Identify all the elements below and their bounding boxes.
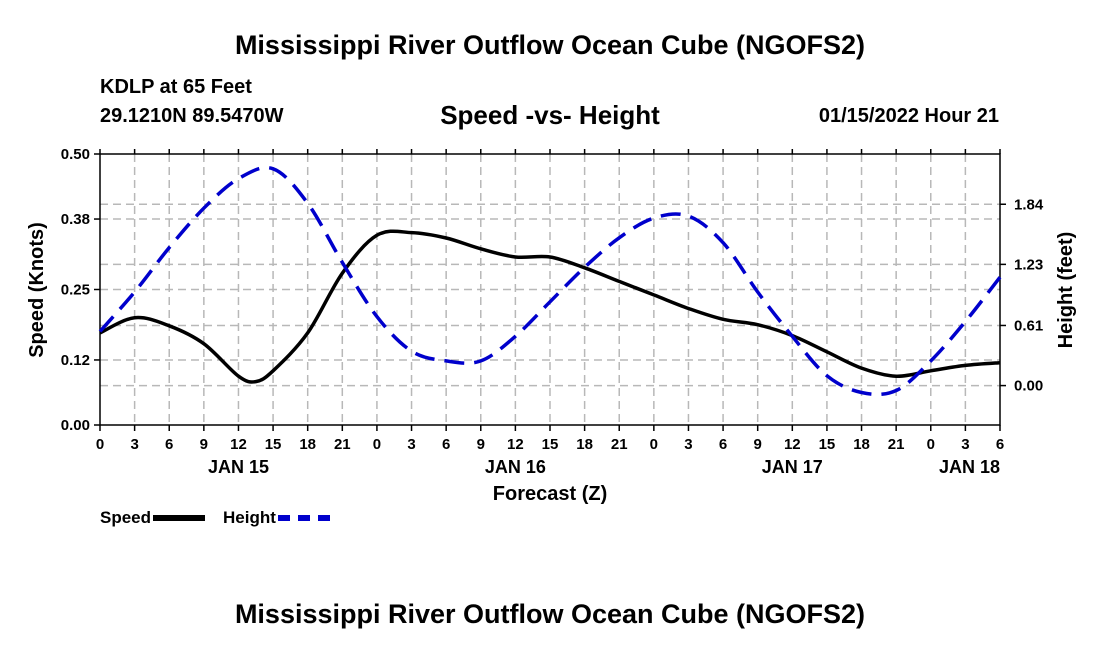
x-tick-label: 0	[373, 436, 381, 453]
legend-label-speed: Speed	[100, 508, 152, 527]
series-line-speed	[99, 229, 1001, 384]
y-left-tick-label: 0.25	[61, 282, 90, 299]
chart-main-title: Mississippi River Outflow Ocean Cube (NG…	[234, 30, 866, 60]
x-tick-label: 0	[96, 436, 104, 453]
y-axis-title-left: Speed (Knots)	[26, 222, 48, 358]
x-day-label: JAN 15	[208, 457, 269, 477]
station-coordinates: 29.1210N 89.5470W	[100, 105, 284, 127]
x-tick-label: 0	[927, 436, 935, 453]
legend-swatch-height	[277, 515, 330, 521]
x-tick-label: 3	[684, 436, 692, 453]
series-layer	[98, 165, 1002, 397]
x-tick-label: 3	[961, 436, 969, 453]
legend-swatch-speed	[153, 515, 206, 521]
y-right-tick-label: 1.23	[1014, 256, 1043, 273]
x-tick-label: 6	[996, 436, 1004, 453]
x-day-label: JAN 17	[762, 457, 823, 477]
x-tick-label: 15	[265, 436, 282, 453]
y-left-tick-label: 0.50	[61, 146, 90, 163]
x-tick-label: 21	[888, 436, 905, 453]
x-tick-label: 12	[507, 436, 524, 453]
x-tick-label: 3	[407, 436, 415, 453]
x-tick-label: 3	[130, 436, 138, 453]
x-tick-label: 12	[784, 436, 801, 453]
x-tick-label: 6	[165, 436, 173, 453]
x-tick-label: 21	[334, 436, 351, 453]
x-axis-title: Forecast (Z)	[493, 483, 607, 505]
x-tick-label: 18	[576, 436, 593, 453]
x-day-label: JAN 18	[939, 457, 1000, 477]
x-day-label: JAN 16	[485, 457, 546, 477]
chart-legend: Speed Height	[100, 508, 348, 528]
legend-item-height: Height	[223, 508, 330, 528]
chart-subtitle: Speed -vs- Height	[440, 100, 660, 130]
chart-grid	[100, 154, 1000, 425]
y-left-tick-label: 0.38	[61, 211, 90, 228]
x-tick-label: 15	[542, 436, 559, 453]
x-tick-label: 9	[477, 436, 485, 453]
forecast-timestamp: 01/15/2022 Hour 21	[818, 105, 999, 127]
y-left-tick-label: 0.00	[61, 417, 90, 434]
x-tick-label: 18	[299, 436, 316, 453]
x-tick-label: 6	[719, 436, 727, 453]
y-left-tick-label: 0.12	[61, 352, 90, 369]
x-tick-label: 21	[611, 436, 628, 453]
axis-ticks: 0 3 6 9 12 15 18 21 0 3 6 9 12 15 18 21 0 3 6 9 12 15 18 21 0 3 6 J…	[61, 146, 1044, 477]
footer-title: Mississippi River Outflow Ocean Cube (NG…	[234, 599, 866, 629]
x-tick-label: 6	[442, 436, 450, 453]
y-right-tick-label: 1.84	[1014, 196, 1044, 213]
legend-item-speed: Speed	[100, 508, 206, 528]
y-right-tick-label: 0.61	[1014, 317, 1043, 334]
x-tick-label: 9	[200, 436, 208, 453]
x-tick-label: 0	[650, 436, 658, 453]
x-tick-label: 12	[230, 436, 247, 453]
x-tick-label: 15	[819, 436, 836, 453]
y-right-tick-label: 0.00	[1014, 378, 1043, 395]
station-label: KDLP at 65 Feet	[100, 76, 252, 98]
x-tick-label: 18	[853, 436, 870, 453]
y-axis-title-right: Height (feet)	[1055, 232, 1077, 349]
x-tick-label: 9	[754, 436, 762, 453]
series-line-height	[98, 165, 1002, 397]
legend-label-height: Height	[223, 508, 276, 527]
